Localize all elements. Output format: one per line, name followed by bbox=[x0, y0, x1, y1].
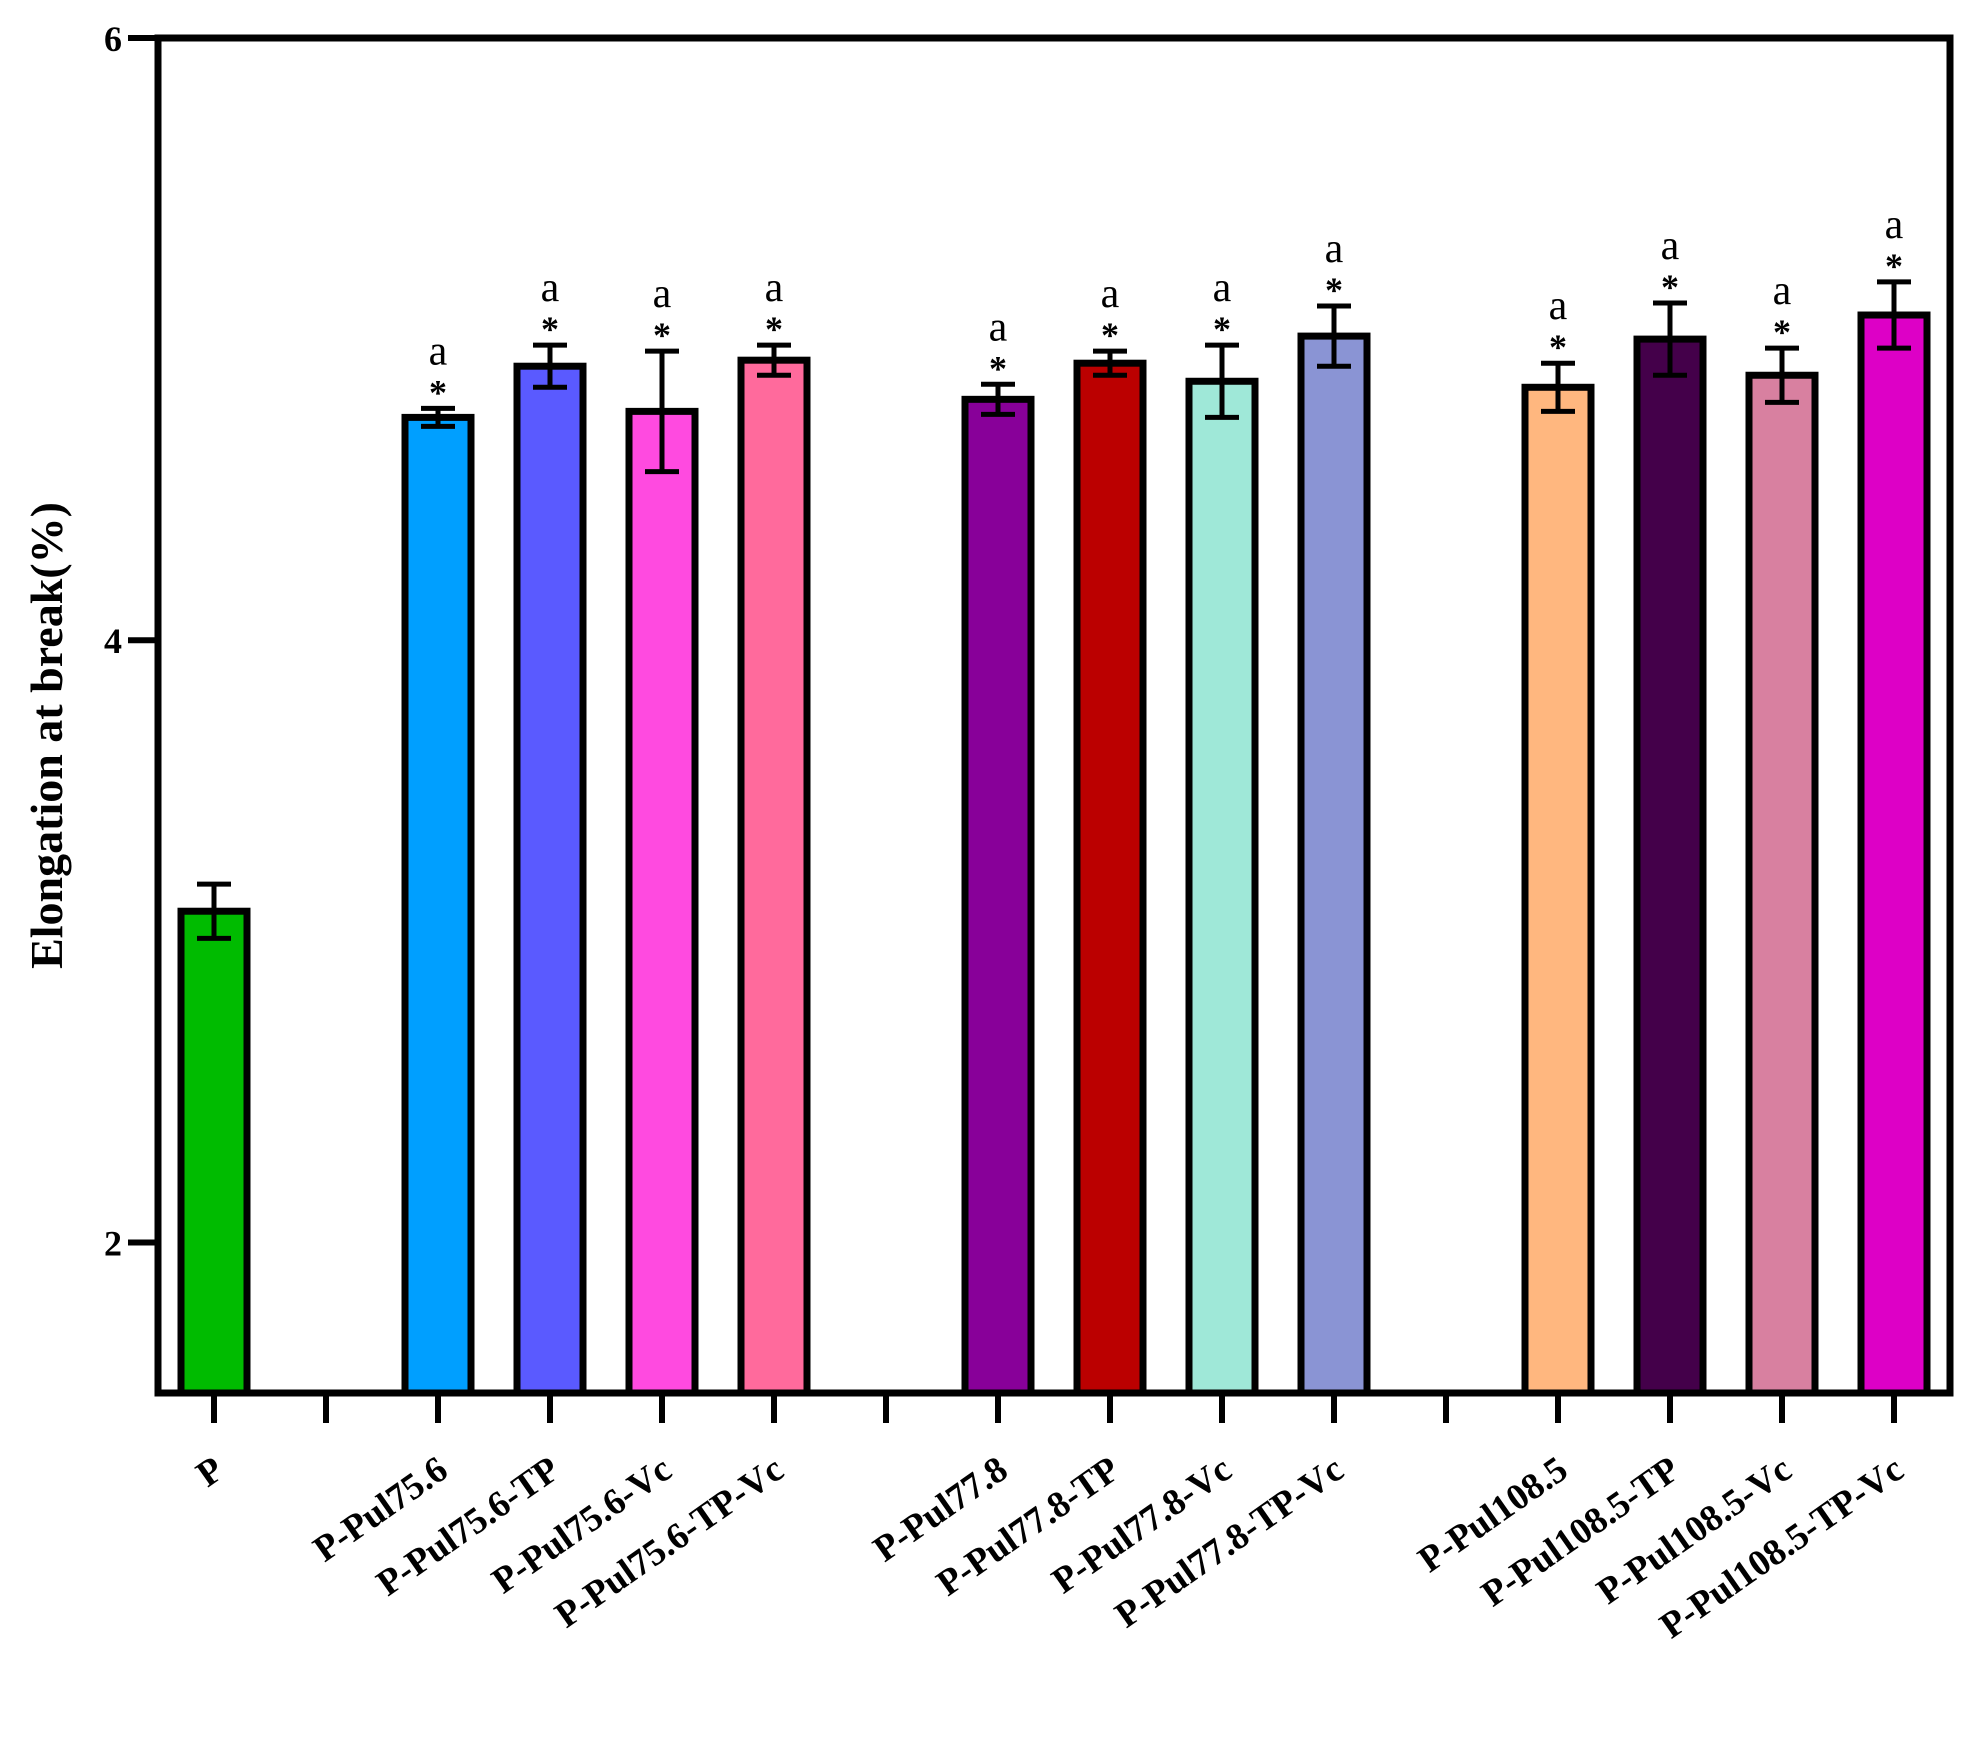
bar bbox=[1521, 383, 1595, 1397]
significance-letter: a bbox=[1213, 265, 1232, 311]
significance-letter: a bbox=[541, 265, 560, 311]
significance-star: * bbox=[989, 348, 1007, 388]
significance-star: * bbox=[653, 315, 671, 355]
significance-star: * bbox=[1549, 327, 1567, 367]
significance-letter: a bbox=[1661, 223, 1680, 269]
significance-star: * bbox=[541, 309, 559, 349]
significance-star: * bbox=[1885, 246, 1903, 286]
bar bbox=[1297, 332, 1371, 1397]
significance-letter: a bbox=[653, 271, 672, 317]
significance-letter: a bbox=[1549, 283, 1568, 329]
y-tick-label: 4 bbox=[104, 621, 122, 661]
plot-frame bbox=[154, 34, 1954, 1397]
bar bbox=[1185, 377, 1259, 1397]
bar bbox=[1073, 359, 1147, 1397]
significance-letter: a bbox=[1101, 271, 1120, 317]
x-tick-label: P bbox=[189, 1449, 231, 1496]
bar bbox=[1857, 311, 1931, 1397]
bar bbox=[625, 407, 699, 1397]
bar bbox=[737, 356, 811, 1397]
bar bbox=[513, 362, 587, 1397]
significance-star: * bbox=[1661, 267, 1679, 307]
y-axis-title: Elongation at break(%) bbox=[21, 502, 72, 969]
bar bbox=[1633, 335, 1707, 1397]
significance-star: * bbox=[429, 372, 447, 412]
significance-annotations: *a *a*a*a*a *a*a *a*a *a*a*a bbox=[429, 202, 1904, 412]
significance-star: * bbox=[1101, 315, 1119, 355]
x-axis: P P-Pul75.6P-Pul75.6-TPP-Pul75.6-VcP-Pul7… bbox=[189, 1393, 1911, 1647]
significance-star: * bbox=[1213, 309, 1231, 349]
significance-letter: a bbox=[989, 304, 1008, 350]
significance-star: * bbox=[1773, 312, 1791, 352]
significance-letter: a bbox=[765, 265, 784, 311]
error-bars-layer bbox=[197, 279, 1911, 941]
significance-star: * bbox=[1325, 270, 1343, 310]
y-axis: 2 4 6 bbox=[104, 19, 158, 1263]
bar bbox=[401, 413, 475, 1397]
significance-letter: a bbox=[1325, 226, 1344, 272]
significance-star: * bbox=[765, 309, 783, 349]
significance-letter: a bbox=[1885, 202, 1904, 248]
bar bbox=[961, 395, 1035, 1397]
significance-letter: a bbox=[429, 328, 448, 374]
bar bbox=[1745, 371, 1819, 1397]
y-tick-label: 6 bbox=[104, 19, 122, 59]
y-tick-label: 2 bbox=[104, 1223, 122, 1263]
x-tick-label: P-Pul108.5-TP bbox=[1474, 1449, 1687, 1615]
significance-letter: a bbox=[1773, 268, 1792, 314]
bar bbox=[177, 907, 251, 1397]
bars-layer bbox=[177, 311, 1931, 1397]
